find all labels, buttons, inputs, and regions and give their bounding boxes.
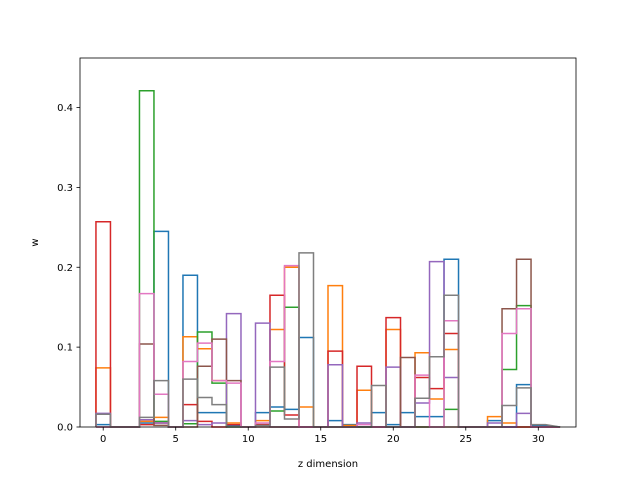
x-tick-label: 15 bbox=[314, 434, 327, 445]
y-axis: 0.0 0.1 0.2 0.3 0.4 bbox=[57, 103, 80, 434]
y-axis-label: w bbox=[30, 238, 41, 246]
x-tick-label: 10 bbox=[242, 434, 255, 445]
x-tick-label: 30 bbox=[532, 434, 545, 445]
x-tick-label: 5 bbox=[173, 434, 179, 445]
y-tick-label: 0.2 bbox=[57, 263, 73, 274]
x-tick-label: 20 bbox=[387, 434, 400, 445]
y-tick-label: 0.0 bbox=[57, 423, 73, 434]
x-tick-label: 25 bbox=[459, 434, 472, 445]
y-tick-label: 0.1 bbox=[57, 343, 73, 354]
y-tick-label: 0.4 bbox=[57, 103, 73, 114]
x-tick-label: 0 bbox=[100, 434, 106, 445]
y-tick-label: 0.3 bbox=[57, 183, 73, 194]
x-axis-label: z dimension bbox=[298, 459, 358, 470]
series-layer bbox=[95, 90, 561, 428]
plot-frame bbox=[79, 57, 577, 428]
x-axis: 0 5 10 15 20 25 30 bbox=[100, 427, 545, 445]
